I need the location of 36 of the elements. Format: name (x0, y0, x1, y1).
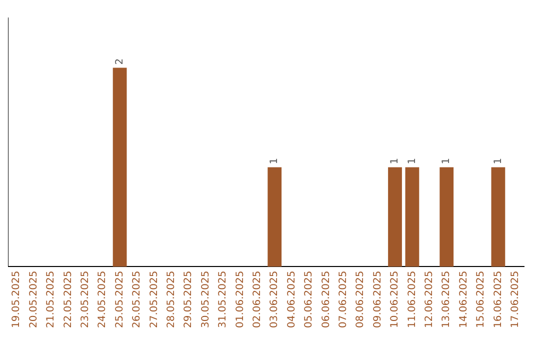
x-tick-label: 10.06.2025 (390, 270, 401, 328)
x-tick-label: 09.06.2025 (372, 270, 384, 328)
x-tick-label: 01.06.2025 (234, 270, 246, 328)
x-tick-label: 30.05.2025 (200, 270, 212, 328)
x-tick-label: 23.05.2025 (80, 270, 91, 328)
data-label: 1 (406, 158, 418, 164)
x-tick-label: 28.05.2025 (166, 270, 177, 328)
x-tick-label: 29.05.2025 (183, 270, 194, 328)
data-label: 1 (269, 158, 280, 164)
x-tick-label: 31.05.2025 (218, 270, 229, 328)
x-tick-label: 24.05.2025 (97, 270, 108, 328)
x-tick-label: 15.06.2025 (476, 270, 487, 328)
data-label: 1 (441, 158, 452, 164)
data-label: 2 (114, 58, 126, 65)
x-tick-label: 22.05.2025 (62, 270, 74, 328)
x-tick-label: 03.06.2025 (269, 270, 280, 328)
x-tick-label: 07.06.2025 (338, 270, 349, 328)
data-label: 1 (492, 158, 504, 164)
x-tick-label: 06.06.2025 (320, 270, 332, 328)
x-tick-label: 21.05.2025 (46, 270, 57, 328)
x-tick-label: 02.06.2025 (252, 270, 263, 328)
x-tick-label: 13.06.2025 (441, 270, 452, 328)
x-tick-label: 20.05.2025 (28, 270, 40, 328)
x-tick-label: 26.05.2025 (132, 270, 143, 328)
x-tick-label: 16.06.2025 (492, 270, 504, 328)
x-tick-label: 08.06.2025 (355, 270, 366, 328)
x-tick-label: 12.06.2025 (424, 270, 435, 328)
x-tick-label: 27.05.2025 (148, 270, 160, 328)
x-tick-label: 04.06.2025 (286, 270, 298, 328)
x-tick-label: 11.06.2025 (406, 270, 418, 328)
data-label: 1 (390, 158, 401, 164)
x-tick-label: 14.06.2025 (458, 270, 470, 328)
x-tick-label: 05.06.2025 (304, 270, 315, 328)
x-tick-label: 17.06.2025 (510, 270, 521, 328)
x-tick-label: 19.05.2025 (11, 270, 22, 328)
x-tick-label: 25.05.2025 (114, 270, 126, 328)
